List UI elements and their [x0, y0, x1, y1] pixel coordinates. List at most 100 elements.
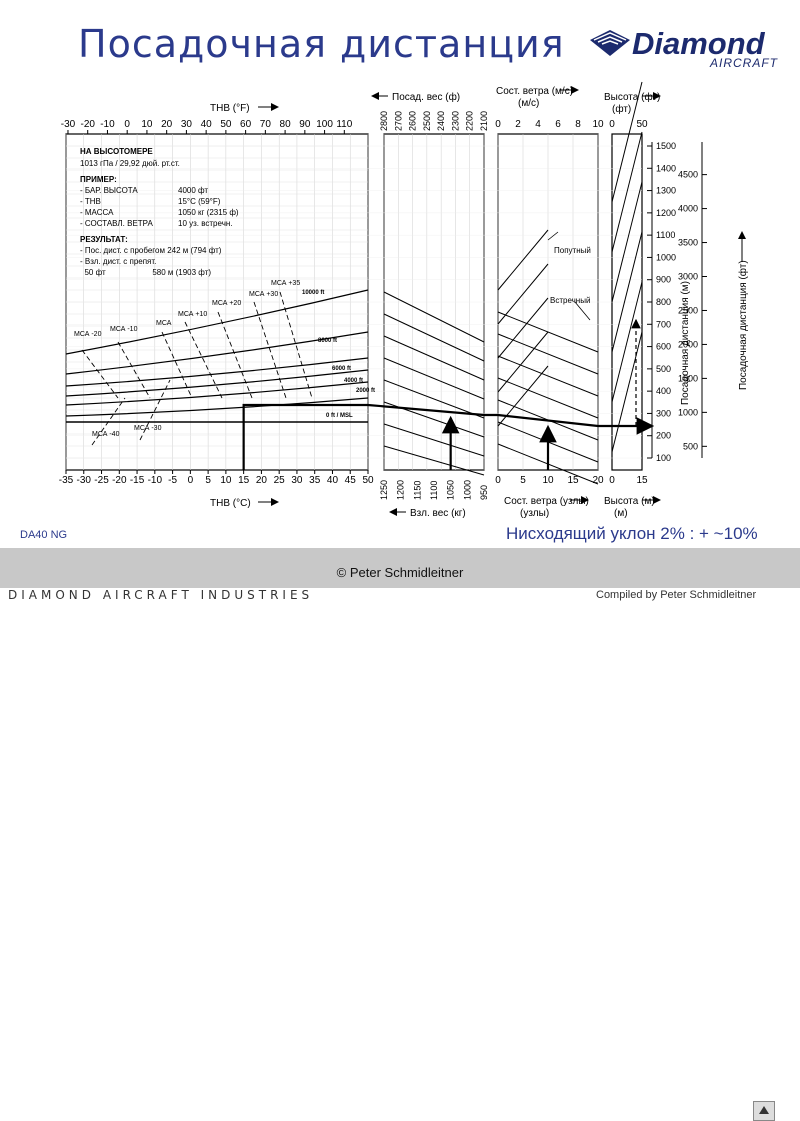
up-arrow-button[interactable] [753, 1101, 775, 1121]
tailwind-guide-line [497, 263, 549, 325]
distance-ft-tick-label: 2000 [678, 339, 698, 349]
isa-label-p30: МСА +30 [249, 291, 278, 298]
isa-label-p35: МСА +35 [271, 280, 300, 287]
isa-label-p20: МСА +20 [212, 300, 241, 307]
temp-c-axis-label: ТНВ (°C) [210, 498, 251, 509]
headwind-pointer [574, 301, 591, 321]
temp-f-tick-label: 70 [260, 119, 272, 130]
example-row-label-3: - МАССА [80, 208, 114, 217]
distance-ft-tick-label: 4000 [678, 204, 698, 214]
wind-ms-unit-label: (м/с) [518, 98, 539, 109]
distance-ft-tick-label: 1000 [678, 407, 698, 417]
obstacle-guide-line [611, 331, 643, 453]
wind-kt-unit-label: (узлы) [520, 508, 549, 519]
temp-c-tick-label: 40 [327, 475, 339, 486]
temp-c-tick-label: -35 [59, 475, 74, 486]
temp-f-tick-label: 80 [280, 119, 292, 130]
result-line-3: 50 фт 580 м (1903 фт) [80, 268, 211, 277]
wind-ms-tick-label: 6 [555, 119, 561, 130]
temp-f-tick-label: 110 [336, 119, 352, 130]
altitude-label-msl: 0 ft / MSL [326, 413, 353, 419]
weight-guide-line [383, 291, 485, 343]
weight-lb-tick-label: 2400 [436, 111, 446, 131]
isa-label-m30: МСА -30 [134, 425, 162, 432]
temp-f-tick-label: -30 [61, 119, 76, 130]
distance-m-tick-label: 1400 [656, 163, 676, 173]
temp-f-tick-label: 0 [124, 119, 130, 130]
isa-line [161, 331, 193, 399]
distance-m-tick-label: 1000 [656, 252, 676, 262]
weight-kg-tick-label: 1250 [379, 480, 389, 500]
distance-ft-tick-label: 4500 [678, 170, 698, 180]
weight-kg-tick-label: 1000 [462, 480, 472, 500]
temp-f-tick-label: 50 [220, 119, 232, 130]
obstacle-ft-tick-label: 0 [609, 119, 615, 130]
altitude-label-4000: 4000 ft [344, 378, 363, 384]
temp-c-tick-label: 50 [362, 475, 374, 486]
tailwind-guide-line [497, 331, 549, 393]
temp-c-tick-label: -20 [112, 475, 127, 486]
altitude-line [65, 331, 369, 375]
obstacle-guide-line [611, 81, 643, 203]
wind-ms-tick-label: 0 [495, 119, 501, 130]
temp-c-tick-label: -25 [94, 475, 109, 486]
obstacle-m-unit-label: (м) [614, 508, 628, 519]
altimeter-heading: НА ВЫСОТОМЕРЕ [80, 147, 153, 156]
altitude-label-6000: 6000 ft [332, 366, 351, 372]
temp-c-tick-label: 10 [220, 475, 232, 486]
isa-line [117, 341, 151, 399]
tailwind-pointer [547, 231, 559, 241]
isa-line [184, 321, 223, 399]
weight-guide-line [383, 423, 485, 457]
obstacle-guide-line [611, 181, 643, 303]
isa-label-m10: МСА -10 [110, 326, 138, 333]
isa-label-0: МСА [156, 320, 172, 327]
wind-kt-tick-label: 5 [520, 475, 526, 486]
obstacle-m-tick-label: 0 [609, 475, 615, 486]
temp-c-tick-label: 30 [291, 475, 303, 486]
wind-kt-tick-label: 20 [592, 475, 604, 486]
obstacle-guide-line [611, 281, 643, 403]
headwind-label: Встречный [550, 296, 590, 305]
wind-ms-tick-label: 4 [535, 119, 541, 130]
distance-m-tick-label: 300 [656, 408, 671, 418]
result-heading: РЕЗУЛЬТАТ: [80, 235, 128, 244]
isa-label-m40: МСА -40 [92, 431, 120, 438]
wind-ms-tick-label: 10 [592, 119, 604, 130]
temp-c-tick-label: 20 [256, 475, 268, 486]
weight-lb-axis-label: Посад. вес (ф) [392, 91, 460, 103]
obstacle-m-tick-label: 15 [636, 475, 648, 486]
temp-c-tick-label: -10 [148, 475, 163, 486]
wind-kt-tick-label: 10 [542, 475, 554, 486]
temp-f-tick-label: 10 [141, 119, 153, 130]
obstacle-guide-line [611, 131, 643, 253]
altitude-line [65, 397, 369, 417]
altitude-label-8000: 8000 ft [318, 338, 337, 344]
footer-bar [0, 548, 800, 1121]
distance-m-tick-label: 900 [656, 275, 671, 285]
logo-word: Diamond [632, 26, 765, 61]
distance-m-tick-label: 800 [656, 297, 671, 307]
temp-f-tick-label: 90 [299, 119, 311, 130]
example-row-value-3: 1050 кг (2315 ф) [178, 208, 239, 217]
temp-f-axis-label: ТНВ (°F) [210, 103, 250, 114]
distance-ft-tick-label: 3000 [678, 272, 698, 282]
wind-kt-tick-label: 0 [495, 475, 501, 486]
aircraft-model: DA40 NG [20, 529, 68, 541]
weight-lb-tick-label: 2100 [479, 111, 489, 131]
altimeter-value: 1013 гПа / 29,92 дюй. рт.ст. [80, 159, 180, 168]
distance-m-tick-label: 1500 [656, 141, 676, 151]
example-row-value-1: 4000 фт [178, 186, 208, 195]
temp-f-tick-label: -10 [100, 119, 115, 130]
weight-kg-tick-label: 1200 [396, 480, 406, 500]
weight-lb-tick-label: 2600 [408, 111, 418, 131]
temp-c-tick-label: 15 [238, 475, 250, 486]
example-heading: ПРИМЕР: [80, 175, 117, 184]
distance-ft-axis-label: Посадочная дистанция (фт) [737, 260, 749, 390]
isa-line [139, 379, 171, 441]
obstacle-ft-unit-label: (фт) [612, 103, 631, 115]
distance-m-tick-label: 200 [656, 431, 671, 441]
example-row-value-2: 15°C (59°F) [178, 197, 221, 206]
temp-f-tick-label: 60 [240, 119, 252, 130]
distance-m-tick-label: 400 [656, 386, 671, 396]
